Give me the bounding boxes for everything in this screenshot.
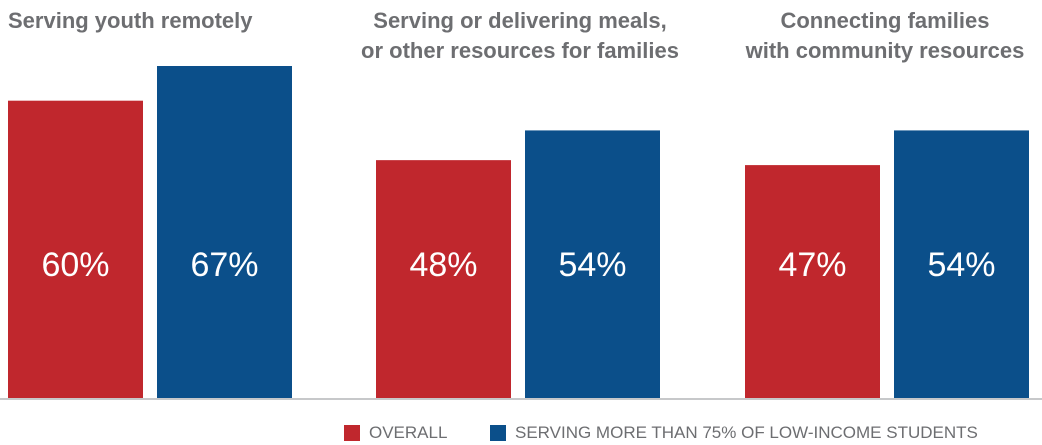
legend-label-low-income: SERVING MORE THAN 75% OF LOW-INCOME STUD… <box>515 423 978 442</box>
category-title-connecting-families: Connecting families with community resou… <box>745 8 1025 63</box>
legend-swatch-overall <box>344 425 360 441</box>
bar-value-label-overall-0: 60% <box>41 246 109 284</box>
bar-overall-0 <box>8 100 143 398</box>
bar-overall-2 <box>745 165 880 398</box>
bar-low-income-2 <box>894 130 1029 398</box>
bar-value-label-low-income-2: 54% <box>927 246 995 284</box>
legend-low-income: SERVING MORE THAN 75% OF LOW-INCOME STUD… <box>490 422 978 444</box>
bar-value-label-overall-1: 48% <box>409 246 477 284</box>
legend-label-overall: OVERALL <box>369 423 448 442</box>
bar-value-label-low-income-0: 67% <box>190 246 258 284</box>
legend-overall: OVERALL <box>344 422 447 444</box>
bar-low-income-1 <box>525 130 660 398</box>
legend-swatch-low-income <box>490 425 506 441</box>
bar-low-income-0 <box>157 66 292 398</box>
bar-value-label-low-income-1: 54% <box>558 246 626 284</box>
category-title-serving-meals: Serving or delivering meals, or other re… <box>361 8 679 63</box>
bar-value-label-overall-2: 47% <box>778 246 846 284</box>
bar-overall-1 <box>376 160 511 398</box>
category-title-serving-youth-remotely: Serving youth remotely <box>8 8 253 33</box>
